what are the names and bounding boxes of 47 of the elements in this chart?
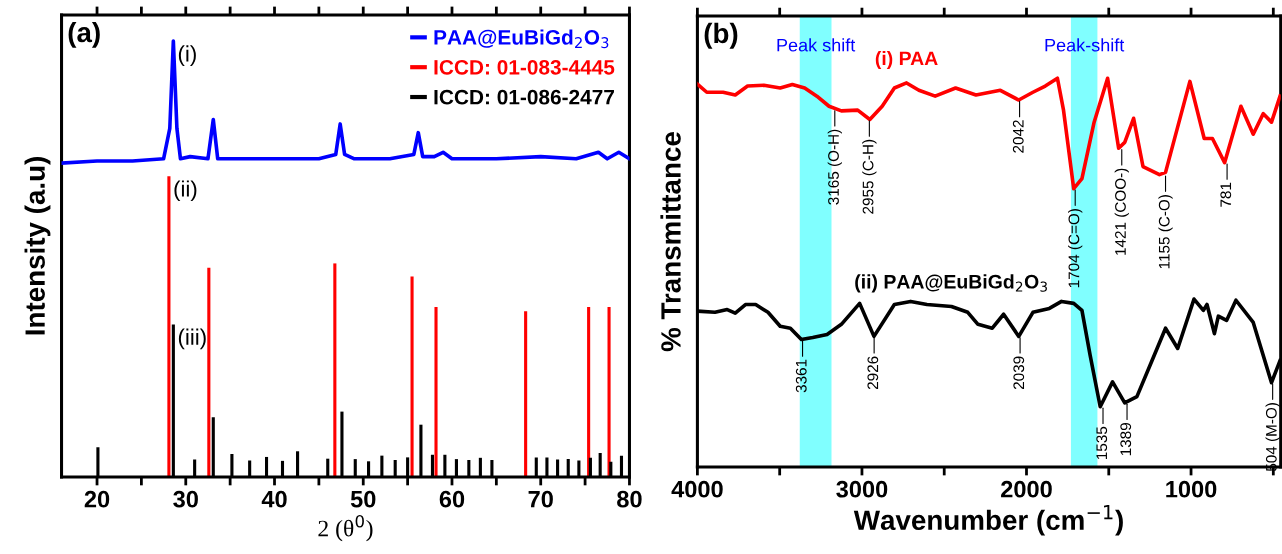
annotation: (ii): [174, 180, 197, 202]
x-tick-label: 2000: [1001, 480, 1052, 498]
annotation: (a): [68, 21, 100, 48]
x-axis-title: Wavenumber (cm$^{−1}$): [853, 505, 1123, 536]
x-tick-label: 1000: [1166, 480, 1217, 498]
annotation: 1535: [1096, 426, 1108, 460]
annotation: 1421 (COO-): [1114, 168, 1129, 255]
bar: [607, 307, 611, 477]
bar: [524, 311, 528, 477]
annotation: (iii): [178, 328, 206, 350]
x-tick-label: 70: [528, 490, 553, 508]
legend-label: ICCD: 01-083-4445: [434, 59, 615, 75]
text: (b): [704, 22, 738, 49]
annotation: 2042: [1012, 120, 1024, 153]
x-tick-label: 80: [617, 490, 642, 508]
band-label: Peak shift: [777, 38, 856, 52]
annotation: 781: [1220, 182, 1232, 207]
annotation: 1389: [1120, 423, 1132, 456]
series-label: (ii) PAA@EuBiGd$_{2}$O$_{3}$: [855, 274, 1047, 293]
bar: [207, 267, 211, 477]
band-label: Peak-shift: [1045, 38, 1125, 52]
annotation: 2926: [867, 356, 879, 390]
x-tick-label: 30: [173, 490, 198, 508]
annotation: 1155 (C-O): [1158, 195, 1173, 269]
annotation: 2955 (C-H): [862, 139, 877, 214]
x-tick-label: 60: [439, 490, 465, 508]
bar: [587, 307, 591, 477]
x-tick-label: 20: [84, 490, 110, 508]
bar: [333, 263, 337, 477]
y-axis-title: % Transmittance: [660, 132, 681, 352]
x-axis-title: 2 (θ$^{0}$): [318, 514, 373, 542]
annotation: (i): [178, 45, 196, 66]
bar: [410, 276, 414, 477]
x-tick-label: 3000: [836, 480, 888, 498]
y-axis-title: Intensity (a.u): [24, 157, 51, 335]
x-tick-label: 50: [350, 490, 376, 508]
x-tick-label: 4000: [671, 480, 723, 498]
bar: [167, 176, 171, 477]
annotation: 2039: [1013, 356, 1025, 390]
x-tick-label: 40: [261, 490, 287, 508]
legend-label: ICCD: 01-086-2477: [434, 89, 614, 105]
series-label: (i) PAA: [875, 50, 938, 70]
legend-label: PAA@EuBiGd$_{2}$O$_{3}$: [434, 29, 609, 49]
bar: [434, 307, 438, 477]
annotation: 3361: [795, 359, 807, 393]
annotation: 3165 (O-H): [827, 129, 842, 205]
annotation: 1704 (C=O): [1068, 209, 1083, 288]
